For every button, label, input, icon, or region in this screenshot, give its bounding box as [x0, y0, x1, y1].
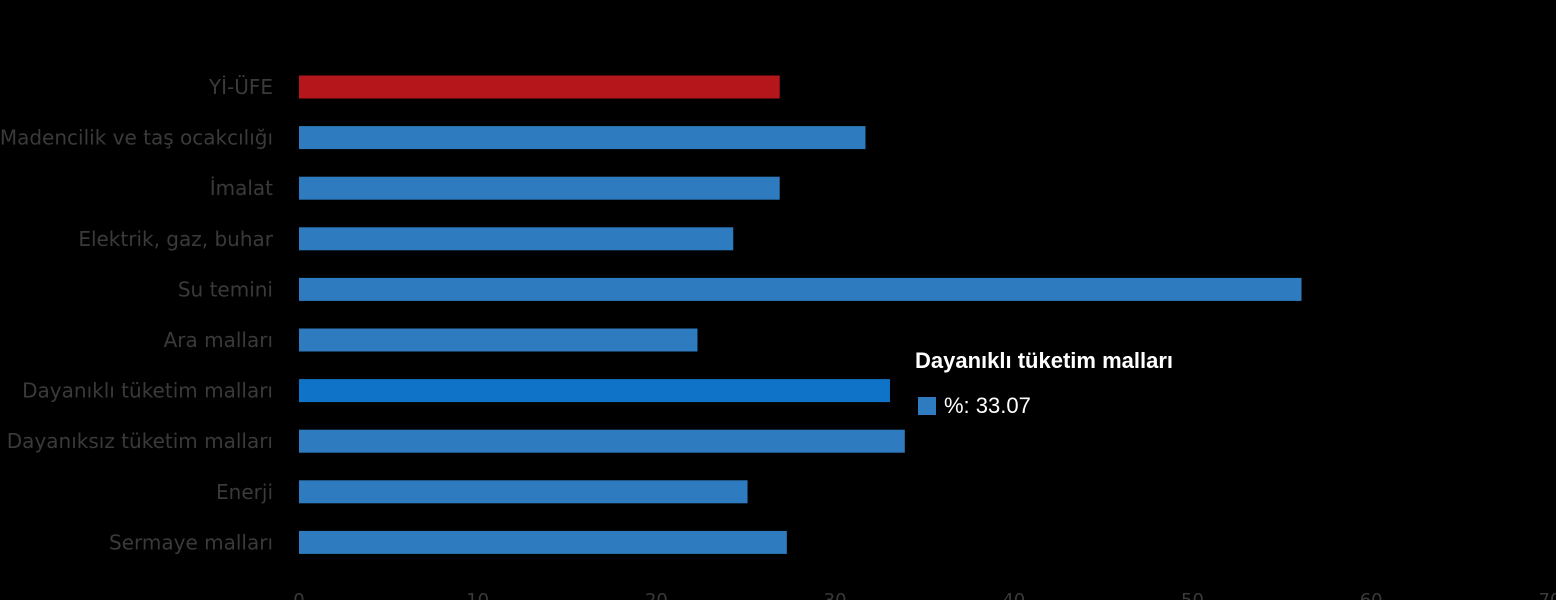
- x-axis-ticks: 0 10 20 30 40 50 60 70: [293, 590, 1556, 600]
- tooltip-title: Dayanıklı tüketim malları: [915, 348, 1173, 373]
- bar[interactable]: [299, 277, 1302, 301]
- bar[interactable]: [299, 429, 905, 453]
- bar[interactable]: [299, 530, 787, 554]
- bar[interactable]: [299, 328, 698, 352]
- x-tick-label: 60: [1360, 590, 1383, 600]
- category-label: Su temini: [178, 277, 273, 301]
- tooltip-value: %: 33.07: [944, 393, 1031, 418]
- tooltip-swatch: [918, 397, 936, 415]
- category-label: Dayanıksız tüketim malları: [7, 429, 273, 453]
- category-label: Ara malları: [164, 328, 273, 352]
- category-label: Dayanıklı tüketim malları: [22, 379, 273, 403]
- tooltip: Dayanıklı tüketim malları %: 33.07: [915, 348, 1173, 418]
- x-tick-label: 30: [824, 590, 847, 600]
- category-label: Yİ-ÜFE: [208, 75, 273, 99]
- x-tick-label: 0: [293, 590, 304, 600]
- category-label: Elektrik, gaz, buhar: [78, 227, 273, 251]
- bar[interactable]: [299, 379, 890, 403]
- category-labels: Yİ-ÜFE Madencilik ve taş ocakcılığı İmalat…: [0, 75, 274, 554]
- x-tick-label: 50: [1181, 590, 1204, 600]
- x-tick-label: 40: [1002, 590, 1025, 600]
- x-tick-label: 70: [1538, 590, 1556, 600]
- bar[interactable]: [299, 176, 780, 200]
- category-label: Enerji: [216, 480, 273, 504]
- bars-layer: [299, 75, 1302, 554]
- category-label: İmalat: [210, 176, 273, 200]
- bar[interactable]: [299, 126, 866, 150]
- bar[interactable]: [299, 480, 748, 504]
- x-tick-label: 20: [645, 590, 668, 600]
- category-label: Sermaye malları: [109, 530, 273, 554]
- x-tick-label: 10: [466, 590, 489, 600]
- bar[interactable]: [299, 75, 780, 99]
- bar[interactable]: [299, 227, 734, 251]
- category-label: Madencilik ve taş ocakcılığı: [0, 126, 273, 150]
